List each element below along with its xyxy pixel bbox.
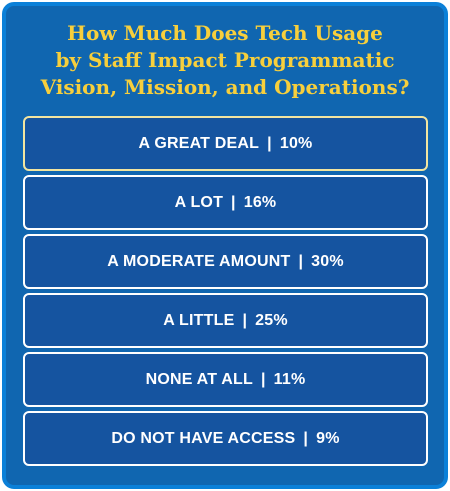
response-label: A MODERATE AMOUNT — [107, 252, 291, 270]
response-value: 10% — [279, 134, 313, 152]
response-row-a-lot: A LOT | 16% — [23, 175, 428, 230]
separator: | — [231, 193, 236, 211]
separator: | — [303, 429, 309, 447]
response-label: A GREAT DEAL — [138, 134, 260, 152]
response-label: NONE AT ALL — [145, 370, 253, 388]
response-label: A LOT — [174, 193, 224, 211]
response-list: A GREAT DEAL | 10% A LOT | 16% A MODERAT… — [23, 116, 428, 470]
separator: | — [298, 252, 304, 270]
title-line: How Much Does Tech Usage — [67, 21, 383, 45]
response-row-a-little: A LITTLE | 25% — [23, 293, 428, 348]
response-value: 25% — [255, 311, 288, 329]
chart-title: How Much Does Tech Usage by Staff Impact… — [6, 20, 444, 101]
separator: | — [267, 134, 272, 152]
response-label: DO NOT HAVE ACCESS — [111, 429, 296, 447]
separator: | — [242, 311, 248, 329]
response-value: 11% — [273, 370, 306, 388]
response-row-do-not-have-access: DO NOT HAVE ACCESS | 9% — [23, 411, 428, 466]
response-value: 30% — [311, 252, 344, 270]
title-line: Vision, Mission, and Operations? — [40, 75, 410, 99]
separator: | — [260, 370, 266, 388]
response-label: A LITTLE — [163, 311, 235, 329]
response-value: 16% — [243, 193, 277, 211]
response-value: 9% — [316, 429, 340, 447]
response-row-none-at-all: NONE AT ALL | 11% — [23, 352, 428, 407]
title-line: by Staff Impact Programmatic — [55, 48, 395, 72]
response-row-a-moderate-amount: A MODERATE AMOUNT | 30% — [23, 234, 428, 289]
response-row-a-great-deal: A GREAT DEAL | 10% — [23, 116, 428, 171]
